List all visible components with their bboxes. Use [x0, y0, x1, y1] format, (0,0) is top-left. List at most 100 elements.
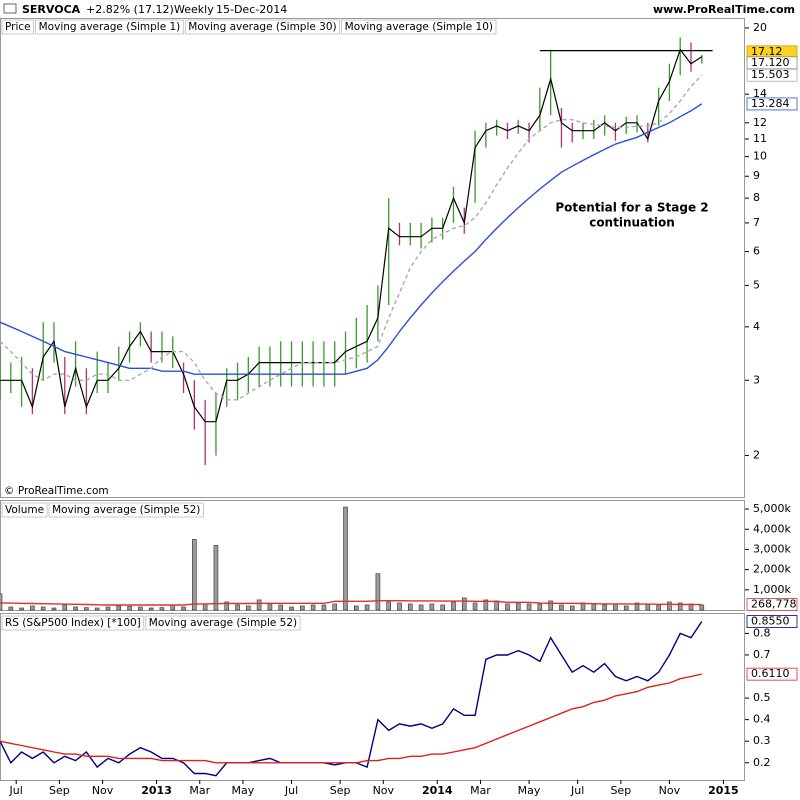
x-tick-label: 2013 — [141, 784, 172, 797]
y-tick-label: 12 — [753, 116, 767, 129]
legend-entry: Moving average (Simple 52) — [149, 617, 297, 629]
volume-bar — [94, 607, 100, 611]
x-tick-label: Jul — [9, 784, 23, 797]
y-tick-label: 0.3 — [753, 734, 771, 747]
volume-bar — [159, 607, 165, 611]
y-tick-label: 3 — [753, 373, 760, 386]
series-line — [0, 673, 702, 764]
volume-bar — [602, 604, 607, 611]
x-tick-label: May — [232, 784, 255, 797]
volume-bar — [62, 604, 68, 611]
volume-bar — [332, 603, 338, 611]
volume-bar — [0, 593, 3, 611]
legend-box — [1, 502, 48, 518]
volume-bar — [267, 603, 273, 611]
volume-bar — [505, 603, 510, 611]
volume-bar — [677, 602, 683, 611]
volume-bar — [73, 606, 78, 611]
y-tick-label: 3,000k — [753, 542, 791, 555]
y-tick-label: 8 — [753, 191, 760, 204]
volume-bar — [397, 602, 402, 611]
volume-bar — [613, 603, 618, 611]
volume-bar — [343, 506, 348, 611]
x-tick-label: Nov — [659, 784, 681, 797]
volume-bar — [235, 604, 240, 611]
y-tick-label: 0.7 — [753, 648, 771, 661]
x-tick-label: Nov — [373, 784, 395, 797]
volume-bar — [569, 605, 575, 611]
volume-bar — [321, 604, 327, 611]
y-tick-label: 4,000k — [753, 522, 791, 535]
last-value-box — [746, 68, 798, 82]
volume-bar — [526, 603, 532, 611]
volume-bar — [699, 604, 705, 611]
volume-panel — [0, 500, 745, 611]
y-tick-label: 11 — [753, 132, 767, 145]
volume-bar — [656, 604, 661, 611]
legend-entry: Moving average (Simple 10) — [345, 21, 493, 33]
volume-bar — [591, 603, 597, 611]
volume-bar — [138, 606, 143, 611]
volume-bar — [407, 603, 413, 611]
volume-bar — [213, 545, 219, 611]
annotation: Potential for a Stage 2 — [555, 201, 708, 215]
y-tick-label: 1,000k — [753, 583, 791, 596]
volume-bar — [623, 605, 629, 611]
rs-panel — [0, 613, 745, 781]
legend-box — [341, 19, 497, 35]
y-tick-label: 5,000k — [753, 502, 791, 515]
legend-box — [145, 615, 301, 631]
y-tick-label: 4 — [753, 320, 760, 333]
legend-entry: Moving average (Simple 30) — [188, 21, 336, 33]
site: www.ProRealTime.com — [653, 3, 795, 16]
legend-box — [1, 19, 35, 35]
x-tick-label: 2015 — [708, 784, 739, 797]
volume-bar — [40, 606, 46, 611]
x-tick-label: 2014 — [422, 784, 453, 797]
last-value-box — [746, 615, 798, 628]
y-tick-label: 0.5 — [753, 691, 771, 704]
series-line — [0, 74, 703, 401]
volume-bar — [634, 602, 640, 611]
y-tick-label: 6 — [753, 245, 760, 258]
volume-bar — [548, 600, 553, 611]
volume-bar — [440, 604, 445, 611]
legend-box — [184, 19, 341, 35]
legend-entry: Volume — [5, 504, 44, 516]
header-icon — [3, 3, 17, 14]
volume-bar — [386, 601, 391, 611]
volume-bar — [310, 604, 316, 611]
legend-entry: RS (S&P500 Index) [*100] — [5, 617, 141, 629]
volume-bar — [300, 605, 305, 611]
volume-bar — [224, 601, 230, 611]
y-tick-label: 2 — [753, 449, 760, 462]
volume-bar — [127, 606, 132, 611]
last-value-label: 0.6110 — [751, 667, 790, 680]
last-value-label: 268,778 — [751, 598, 797, 611]
volume-bar — [537, 603, 543, 611]
last-value-box — [746, 667, 798, 681]
volume-bar — [461, 597, 467, 611]
y-tick-label: 10 — [753, 150, 767, 163]
y-tick-label: 5 — [753, 278, 760, 291]
last-value-box — [746, 97, 798, 111]
volume-bar — [84, 607, 89, 611]
x-tick-label: Jul — [570, 784, 584, 797]
volume-bar — [181, 606, 186, 611]
watermark: © ProRealTime.com — [4, 485, 109, 497]
y-tick-label: 7 — [753, 216, 760, 229]
volume-bar — [559, 604, 564, 611]
series-line — [0, 600, 702, 606]
y-tick-label: 0.2 — [753, 756, 771, 769]
legend-box — [48, 502, 204, 518]
x-tick-label: Nov — [92, 784, 114, 797]
volume-bar — [289, 606, 294, 611]
volume-bar — [19, 607, 24, 611]
y-tick-label: 0.8 — [753, 626, 771, 639]
volume-bar — [429, 603, 435, 611]
volume-bar — [105, 606, 111, 611]
x-tick-label: Mar — [470, 784, 491, 797]
